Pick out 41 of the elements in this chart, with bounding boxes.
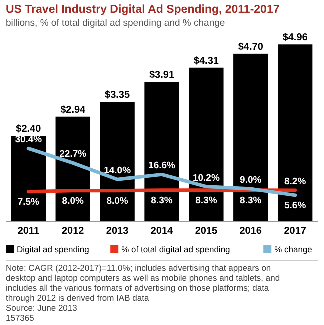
legend-label: % change — [274, 244, 313, 254]
x-tick-label: 2016 — [240, 226, 262, 237]
data-label: 9.0% — [240, 175, 262, 186]
x-tick-label: 2017 — [284, 226, 307, 237]
chart-title: US Travel Industry Digital Ad Spending, 2011-2017 — [6, 4, 280, 16]
bar — [100, 102, 135, 222]
data-label: $2.40 — [16, 124, 42, 136]
data-label: 8.3% — [196, 195, 218, 206]
data-label: $4.31 — [194, 56, 220, 67]
legend-label: Digital ad spending — [17, 244, 90, 254]
x-tick-label: 2015 — [195, 226, 218, 237]
data-label: $2.94 — [60, 104, 86, 116]
data-label: $3.91 — [149, 70, 175, 82]
data-label: $4.70 — [238, 42, 264, 53]
data-label: $4.96 — [282, 32, 308, 44]
legend-label: % of total digital ad spending — [122, 244, 231, 254]
data-label: 7.5% — [18, 196, 40, 208]
data-label: 8.2% — [284, 176, 307, 188]
bar — [278, 44, 313, 222]
text: 157365 — [6, 313, 35, 323]
bar — [234, 54, 268, 222]
data-label: $3.35 — [105, 90, 131, 102]
bar — [189, 68, 224, 222]
data-label: 22.7% — [60, 149, 88, 160]
chart-subtitle: billions, % of total digital ad spending and % change — [6, 18, 226, 29]
data-label: 5.6% — [284, 200, 307, 212]
text: Note: CAGR (2012-2017)=11.0%; includes advertising that appears on desktop and laptop computers as well as mobile phones and tablets, and includes all the various formats of advertising on those platforms; data through 2012 is derived from IAB data — [6, 263, 280, 303]
x-tick-label: 2014 — [150, 226, 174, 237]
source-note: Source: June 2013 — [6, 303, 78, 313]
data-label: 8.0% — [62, 196, 84, 207]
data-label: 8.3% — [240, 195, 262, 206]
data-label: 30.4% — [15, 134, 43, 146]
x-tick-label: 2012 — [62, 226, 85, 237]
x-tick-label: 2011 — [18, 226, 40, 237]
data-label: 8.3% — [151, 195, 174, 206]
data-label: 8.0% — [106, 196, 129, 207]
x-tick-label: 2013 — [106, 226, 130, 237]
data-label: 10.2% — [192, 172, 220, 184]
bar — [144, 82, 180, 222]
data-label: 16.6% — [148, 160, 176, 172]
data-label: 14.0% — [104, 166, 132, 177]
